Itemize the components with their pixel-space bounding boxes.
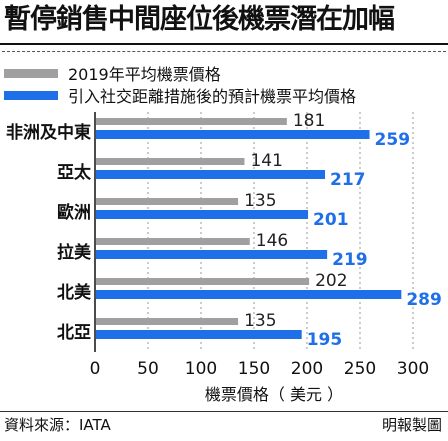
bar-2019 bbox=[96, 158, 245, 165]
title-dashed-rule bbox=[2, 51, 446, 52]
bar-2019 bbox=[96, 198, 239, 205]
bar-2019 bbox=[96, 318, 239, 325]
x-tick-label: 250 bbox=[344, 359, 376, 379]
bar-projected bbox=[96, 130, 370, 139]
bar-2019 bbox=[96, 238, 250, 245]
bar-projected-value-label: 289 bbox=[406, 290, 442, 310]
legend-label-2019: 2019年平均機票價格 bbox=[68, 65, 221, 84]
x-tick-label: 100 bbox=[185, 359, 217, 379]
title-rule bbox=[0, 43, 448, 45]
x-tick-label: 50 bbox=[137, 359, 159, 379]
bar-2019-value-label: 141 bbox=[250, 151, 282, 171]
chart-title: 暫停銷售中間座位後機票潛在加幅 bbox=[4, 4, 395, 35]
bar-projected bbox=[96, 250, 328, 259]
category-label: 非洲及中東 bbox=[6, 122, 91, 143]
bar-2019 bbox=[96, 118, 287, 125]
bar-projected-value-label: 201 bbox=[313, 210, 349, 230]
bar-2019 bbox=[96, 278, 310, 285]
footer-rule bbox=[0, 411, 448, 412]
category-label: 歐洲 bbox=[57, 202, 91, 223]
category-label: 北美 bbox=[57, 282, 92, 303]
bar-projected-value-label: 219 bbox=[332, 250, 368, 270]
bar-projected bbox=[96, 290, 402, 299]
credit-note: 明報製圖 bbox=[381, 416, 442, 434]
category-label: 拉美 bbox=[57, 242, 92, 263]
x-axis-label: 機票價格（ 美元 ） bbox=[205, 385, 343, 404]
x-tick-label: 200 bbox=[291, 359, 323, 379]
category-label: 亞太 bbox=[57, 162, 92, 183]
bar-projected bbox=[96, 330, 302, 339]
bar-2019-value-label: 135 bbox=[244, 311, 276, 331]
legend-swatch-gray bbox=[4, 68, 58, 78]
bar-2019-value-label: 146 bbox=[256, 231, 288, 251]
x-tick-label: 0 bbox=[90, 359, 101, 379]
source-note: 資料來源：IATA bbox=[4, 416, 111, 434]
legend: 2019年平均機票價格 引入社交距離措施後的預計機票平均價格 bbox=[4, 62, 356, 106]
bar-2019-value-label: 181 bbox=[293, 111, 325, 131]
bar-projected-value-label: 195 bbox=[307, 330, 343, 350]
bar-projected bbox=[96, 210, 309, 219]
category-label: 北亞 bbox=[57, 323, 91, 343]
legend-item-2019: 2019年平均機票價格 bbox=[4, 62, 356, 84]
bar-projected bbox=[96, 170, 326, 179]
bar-2019-value-label: 135 bbox=[244, 191, 276, 211]
bar-projected-value-label: 259 bbox=[375, 130, 411, 150]
x-tick-label: 300 bbox=[397, 359, 429, 379]
legend-swatch-blue bbox=[4, 90, 58, 100]
bar-projected-value-label: 217 bbox=[330, 170, 366, 190]
legend-label-projected: 引入社交距離措施後的預計機票平均價格 bbox=[68, 87, 357, 106]
x-tick-label: 150 bbox=[238, 359, 270, 379]
legend-item-projected: 引入社交距離措施後的預計機票平均價格 bbox=[4, 84, 356, 106]
bar-2019-value-label: 202 bbox=[315, 271, 347, 291]
